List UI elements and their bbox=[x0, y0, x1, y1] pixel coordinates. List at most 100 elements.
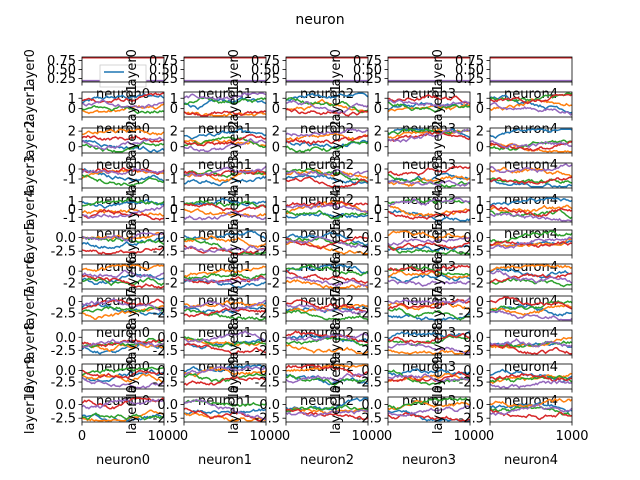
x-axis-label: neuron1 bbox=[198, 453, 252, 468]
y-tick-label: -2.5 bbox=[51, 307, 76, 322]
series-line-3 bbox=[81, 369, 165, 380]
series-line-2 bbox=[81, 306, 165, 313]
y-axis-label: layer5 bbox=[125, 222, 140, 263]
y-tick-label: 0.0 bbox=[55, 231, 76, 246]
y-tick-label: 0 bbox=[68, 163, 76, 178]
y-tick-label: 0 bbox=[170, 102, 178, 117]
series-line-4 bbox=[286, 203, 369, 214]
y-axis-label: layer7 bbox=[329, 288, 344, 329]
series-line-4 bbox=[489, 140, 573, 149]
y-axis-label: layer8 bbox=[125, 322, 140, 363]
series-line-3 bbox=[183, 110, 267, 117]
y-tick-label: 0 bbox=[476, 102, 484, 117]
series-line-3 bbox=[489, 93, 573, 105]
panel-frame bbox=[285, 229, 369, 256]
y-axis-label: layer1 bbox=[125, 84, 140, 125]
y-axis-label: layer0 bbox=[431, 49, 446, 90]
series-line-4 bbox=[387, 405, 471, 417]
series-line-1 bbox=[489, 397, 573, 408]
series-line-0 bbox=[489, 94, 573, 114]
y-axis-label: layer8 bbox=[431, 322, 446, 363]
y-tick-label: -1 bbox=[165, 211, 178, 226]
y-axis-label: layer3 bbox=[125, 155, 140, 196]
y-axis-label: layer5 bbox=[329, 222, 344, 263]
y-tick-label: -2.5 bbox=[357, 376, 382, 391]
y-tick-label: -2.5 bbox=[255, 344, 280, 359]
series-line-3 bbox=[285, 364, 369, 378]
series-line-2 bbox=[183, 200, 267, 208]
y-tick-label: 1 bbox=[374, 92, 382, 107]
series-line-2 bbox=[285, 140, 369, 153]
y-tick-label: -2.5 bbox=[153, 376, 178, 391]
series-line-3 bbox=[285, 269, 369, 285]
series-line-3 bbox=[387, 241, 471, 252]
y-tick-label: -2.5 bbox=[459, 376, 484, 391]
y-axis-label: layer10 bbox=[227, 385, 242, 434]
y-tick-label: -2 bbox=[63, 277, 76, 292]
series-line-2 bbox=[183, 272, 267, 281]
series-line-3 bbox=[387, 209, 471, 220]
y-tick-label: 2 bbox=[170, 125, 178, 140]
y-tick-label: -2.5 bbox=[459, 412, 484, 427]
series-line-4 bbox=[183, 299, 267, 312]
x-tick-label: 0 bbox=[282, 429, 290, 444]
series-line-4 bbox=[81, 136, 165, 151]
y-tick-label: -2.5 bbox=[153, 344, 178, 359]
y-tick-label: -1 bbox=[165, 173, 178, 188]
series-line-4 bbox=[387, 99, 471, 108]
series-line-3 bbox=[81, 397, 165, 410]
series-line-3 bbox=[489, 296, 573, 310]
series-line-3 bbox=[489, 176, 573, 185]
y-tick-label: 1 bbox=[476, 195, 484, 210]
y-tick-label: 0.0 bbox=[463, 331, 484, 346]
series-line-4 bbox=[81, 338, 165, 349]
y-tick-label: 0.0 bbox=[259, 231, 280, 246]
series-line-3 bbox=[489, 409, 573, 421]
y-axis-label: layer3 bbox=[329, 155, 344, 196]
y-tick-label: 1 bbox=[68, 92, 76, 107]
series-line-4 bbox=[81, 231, 165, 242]
series-line-1 bbox=[183, 111, 267, 117]
series-line-2 bbox=[489, 277, 573, 288]
y-axis-label: layer9 bbox=[431, 356, 446, 397]
series-line-3 bbox=[489, 272, 573, 284]
series-line-3 bbox=[489, 140, 573, 152]
series-line-4 bbox=[387, 179, 470, 188]
y-tick-label: -2 bbox=[165, 277, 178, 292]
y-tick-label: 2 bbox=[476, 125, 484, 140]
series-line-4 bbox=[490, 309, 573, 321]
y-tick-label: -2.5 bbox=[153, 307, 178, 322]
series-line-1 bbox=[81, 128, 165, 136]
series-line-4 bbox=[387, 297, 471, 305]
x-axis-label: neuron1 bbox=[198, 158, 252, 173]
y-axis-label: layer0 bbox=[23, 49, 38, 90]
series-line-2 bbox=[285, 336, 369, 347]
panel-frame bbox=[387, 229, 471, 256]
y-tick-label: 0 bbox=[476, 295, 484, 310]
series-line-4 bbox=[183, 245, 267, 253]
series-line-2 bbox=[285, 373, 369, 387]
panel-frame bbox=[285, 363, 369, 390]
panel-frame bbox=[489, 56, 573, 83]
series-line-0 bbox=[489, 178, 573, 188]
series-line-3 bbox=[285, 134, 369, 146]
panel-layer8-neuron4: 0.0-2.5 layer8 neuron4 bbox=[431, 322, 573, 375]
series-line-2 bbox=[285, 404, 369, 413]
y-tick-label: 0.0 bbox=[55, 398, 76, 413]
series-line-4 bbox=[387, 128, 471, 143]
series-line-4 bbox=[489, 236, 573, 250]
panel-frame bbox=[183, 396, 267, 423]
panel-frame bbox=[489, 263, 573, 290]
series-line-0 bbox=[81, 139, 165, 153]
series-line-2 bbox=[285, 168, 369, 183]
y-tick-label: 0.0 bbox=[259, 331, 280, 346]
y-tick-label: 0 bbox=[272, 140, 280, 155]
x-axis-label: neuron0 bbox=[96, 326, 150, 341]
